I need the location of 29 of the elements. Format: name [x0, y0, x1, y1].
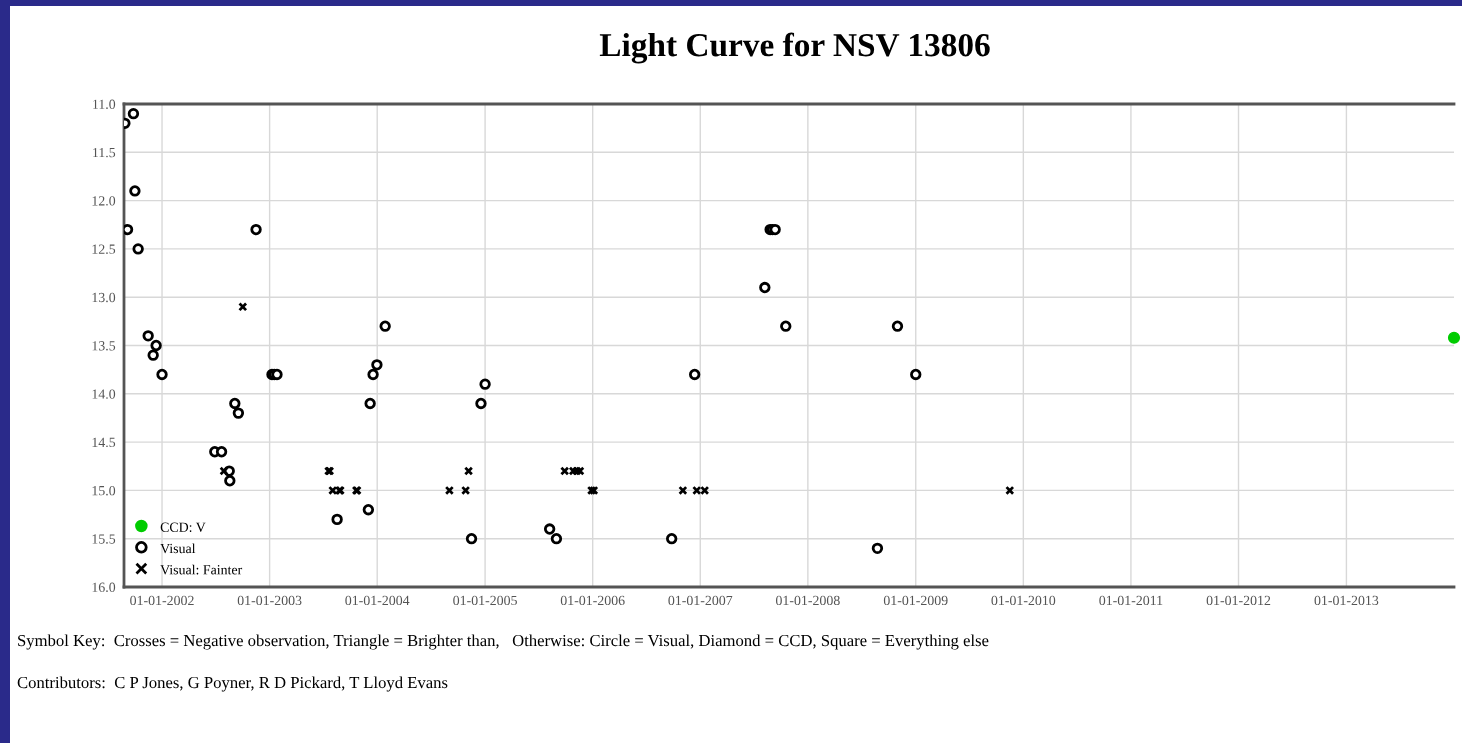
- x-tick-label: 01-01-2012: [1206, 595, 1271, 606]
- x-tick-label: 01-01-2006: [560, 595, 625, 606]
- y-tick-label: 13.0: [92, 292, 116, 303]
- text: Contributors: C P Jones, G Poyner, R D Pickard, T Lloyd Evans: [17, 676, 448, 692]
- y-tick-label: 12.0: [92, 196, 116, 206]
- legend-label: CCD: V: [160, 522, 206, 532]
- y-tick-label: 12.5: [92, 244, 116, 254]
- y-tick-label: 13.5: [92, 341, 116, 351]
- x-tick-label: 01-01-2013: [1314, 595, 1379, 606]
- x-tick-label: 01-01-2008: [775, 595, 840, 606]
- x-tick-label: 01-01-2002: [130, 595, 194, 606]
- x-tick-label: 01-01-2010: [991, 595, 1056, 606]
- y-tick-label: 14.0: [92, 389, 116, 399]
- legend-label: Visual: Fainter: [160, 564, 243, 575]
- legend-label: Visual: [160, 543, 196, 554]
- x-tick-label: 01-01-2009: [883, 595, 948, 606]
- y-tick-label: 14.5: [92, 437, 116, 448]
- x-tick-label: 01-01-2003: [237, 595, 302, 606]
- y-tick-label: 16.0: [92, 582, 116, 593]
- chart-title: Light Curve for NSV 13806: [599, 32, 990, 64]
- y-tick-label: 15.5: [92, 534, 116, 544]
- x-tick-label: 01-01-2007: [668, 595, 733, 606]
- y-tick-label: 11.5: [93, 147, 116, 158]
- x-tick-label: 01-01-2004: [345, 595, 410, 606]
- x-tick-label: 01-01-2005: [453, 595, 517, 606]
- y-tick-label: 15.0: [92, 485, 116, 496]
- text: Symbol Key: Crosses = Negative observation, Triangle = Brighter than, Otherwise: Circle = Visual, Diamond = CCD, Square = Everything else: [18, 634, 989, 650]
- y-tick-label: 11.0: [93, 99, 116, 110]
- x-tick-label: 01-01-2011: [1099, 595, 1163, 606]
